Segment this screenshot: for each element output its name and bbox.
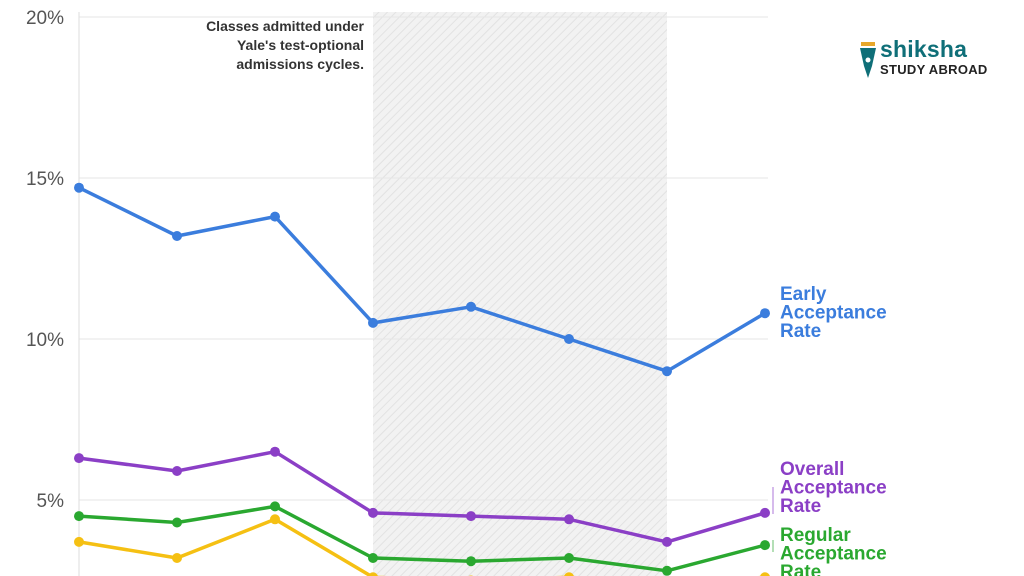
annotation-line: Classes admitted under: [206, 18, 364, 34]
y-tick-label: 10%: [26, 330, 64, 351]
data-point: [74, 182, 84, 193]
data-point: [270, 514, 280, 525]
logo-wordmark: shiksha: [880, 36, 968, 62]
data-point: [172, 517, 182, 528]
data-point: [368, 553, 378, 563]
y-tick-label: 20%: [26, 8, 64, 29]
data-point: [564, 514, 574, 525]
data-point: [172, 553, 182, 563]
data-point: [466, 511, 476, 522]
series-line: [77, 517, 767, 576]
series-label: Rate: [780, 562, 821, 576]
data-point: [760, 308, 770, 319]
y-tick-label: 15%: [26, 169, 64, 190]
data-point: [466, 556, 476, 567]
data-point: [270, 446, 280, 457]
data-point: [564, 334, 574, 344]
pen-nib-icon: [860, 42, 876, 78]
series-label: Rate: [780, 496, 821, 517]
data-point: [564, 572, 574, 576]
data-point: [662, 536, 672, 547]
y-tick-label: 5%: [37, 491, 65, 512]
series-label: Regular: [780, 525, 851, 546]
annotation-line: Yale's test-optional: [237, 37, 364, 53]
data-point: [368, 317, 378, 328]
data-point: [74, 453, 84, 464]
data-point: [74, 536, 84, 547]
data-point: [760, 507, 770, 518]
data-point: [172, 231, 182, 241]
series-line: [77, 185, 767, 373]
data-point: [270, 211, 280, 222]
data-point: [270, 501, 280, 512]
series-line: [77, 504, 767, 573]
series-line: [77, 449, 767, 544]
data-point: [564, 553, 574, 563]
series-label: Acceptance: [780, 303, 887, 324]
data-point: [760, 572, 770, 576]
data-point: [172, 466, 182, 476]
annotation-line: admissions cycles.: [236, 56, 364, 72]
series-label: Acceptance: [780, 544, 887, 565]
series-label: Overall: [780, 459, 844, 480]
data-point: [368, 572, 378, 576]
data-point: [368, 507, 378, 518]
data-point: [466, 301, 476, 312]
series-label: Acceptance: [780, 478, 887, 499]
logo-tagline: STUDY ABROAD: [880, 62, 988, 77]
series-label: Early: [780, 284, 827, 305]
data-point: [74, 511, 84, 522]
shiksha-logo: shiksha STUDY ABROAD: [858, 36, 988, 82]
data-point: [662, 366, 672, 377]
series-label: Rate: [780, 321, 821, 342]
test-optional-shaded-region: [373, 12, 667, 576]
data-point: [662, 565, 672, 576]
data-point: [760, 540, 770, 551]
